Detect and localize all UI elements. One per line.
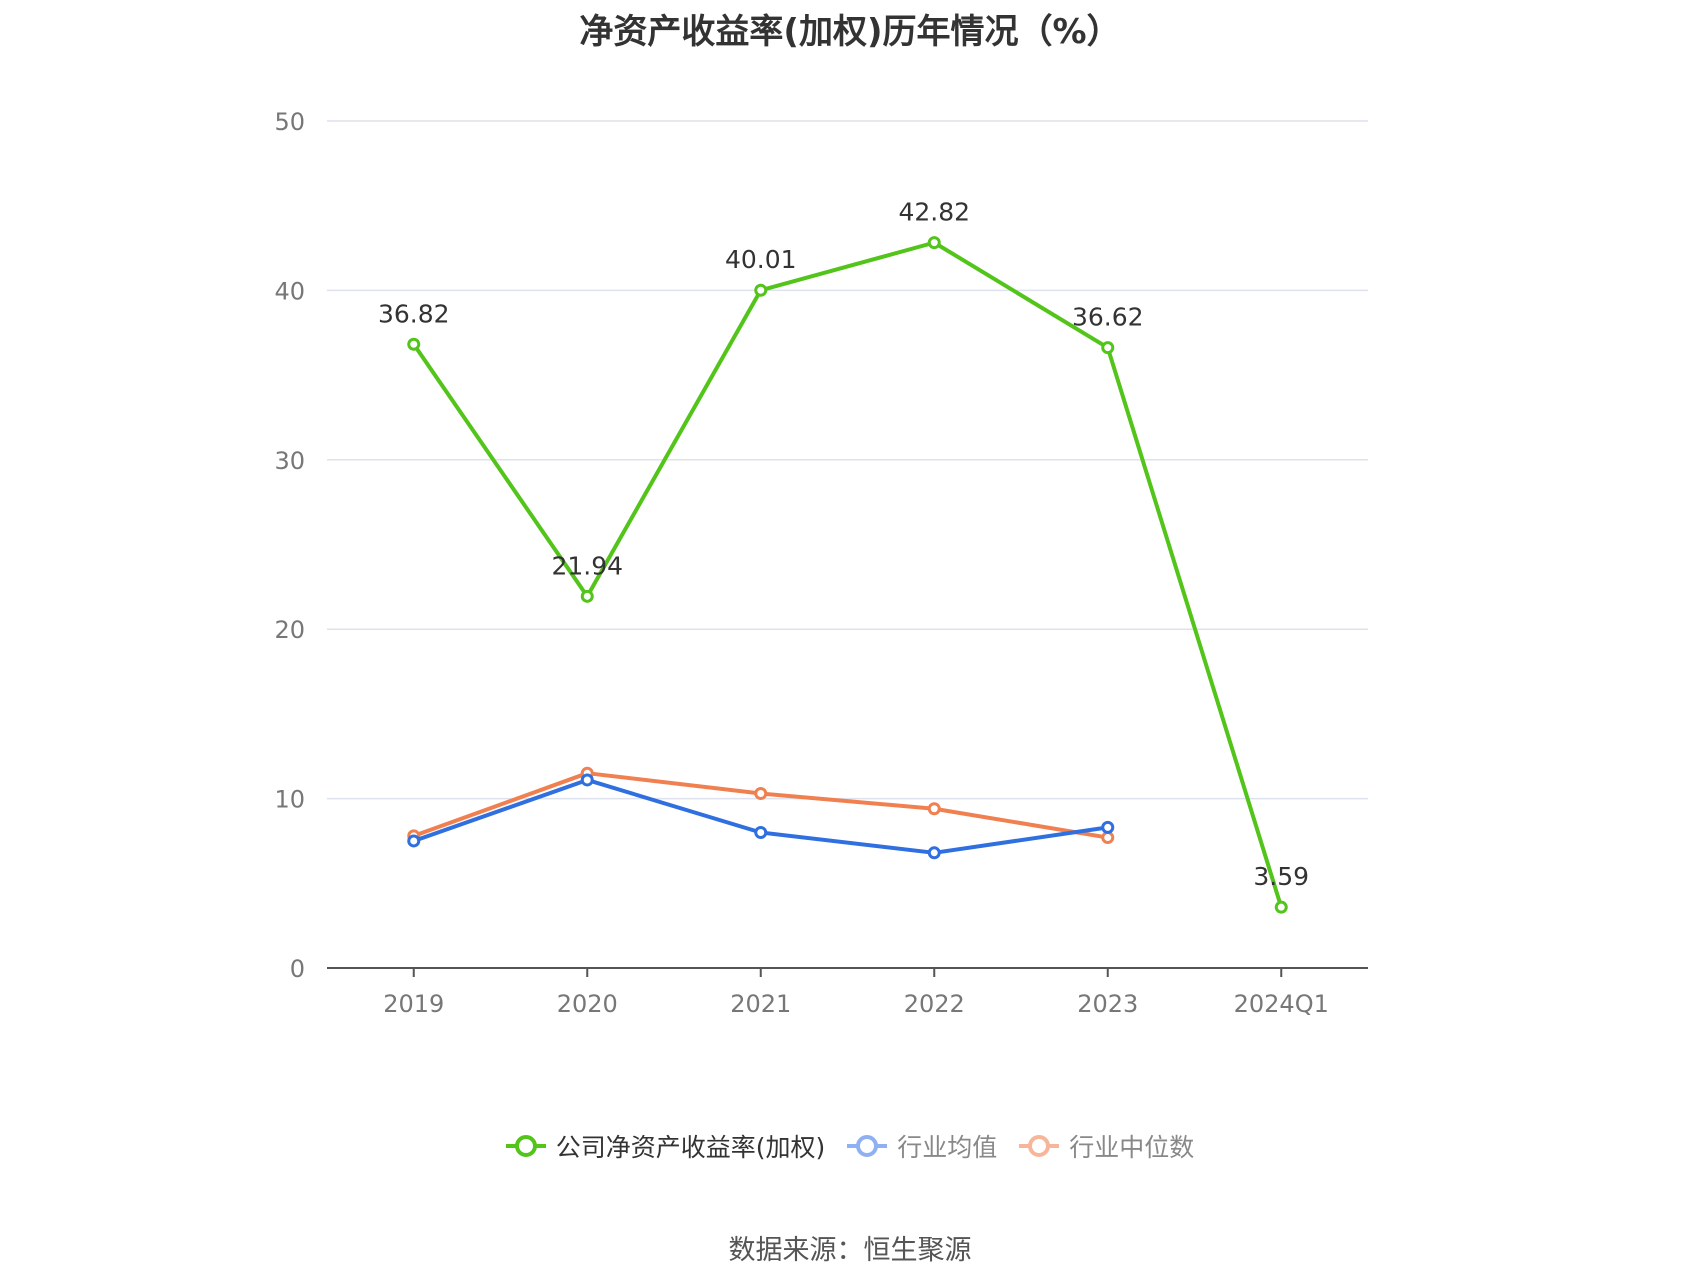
legend-item-company[interactable]: 公司净资产收益率(加权): [505, 1128, 826, 1164]
data-point[interactable]: [1101, 341, 1115, 355]
data-point[interactable]: [580, 773, 594, 787]
x-tick-label: 2023: [1077, 990, 1138, 1018]
y-tick-label: 40: [274, 277, 305, 305]
x-tick-label: 2022: [904, 990, 965, 1018]
y-tick-label: 20: [274, 616, 305, 644]
data-label: 40.01: [725, 245, 797, 274]
legend-item-industry-mean[interactable]: 行业均值: [847, 1128, 997, 1164]
legend: 公司净资产收益率(加权) 行业均值 行业中位数: [0, 1128, 1700, 1164]
legend-label: 行业中位数: [1069, 1133, 1195, 1162]
legend-marker-icon: [505, 1135, 546, 1157]
x-tick-label: 2019: [383, 990, 444, 1018]
data-point[interactable]: [407, 337, 421, 351]
y-tick-label: 10: [274, 786, 305, 814]
y-tick-label: 30: [274, 447, 305, 475]
data-point[interactable]: [754, 825, 768, 839]
data-label: 42.82: [898, 198, 970, 227]
legend-marker-icon: [847, 1135, 888, 1157]
data-point[interactable]: [754, 787, 768, 801]
grid-lines: [327, 120, 1368, 800]
data-point[interactable]: [927, 236, 941, 250]
y-tick-label: 50: [274, 108, 305, 136]
data-point[interactable]: [407, 834, 421, 848]
data-label: 36.82: [378, 299, 450, 328]
data-point[interactable]: [1101, 820, 1115, 834]
data-label: 3.59: [1253, 862, 1309, 891]
data-point[interactable]: [927, 802, 941, 816]
x-tick-label: 2021: [730, 990, 791, 1018]
series-lines: [407, 236, 1288, 914]
data-label: 21.94: [551, 551, 623, 580]
legend-item-industry-median[interactable]: 行业中位数: [1019, 1128, 1194, 1164]
x-tick-label: 2020: [557, 990, 618, 1018]
data-labels: 36.82 21.94 40.01 42.82 36.62 3.59: [378, 198, 1309, 892]
legend-label: 公司净资产收益率(加权): [555, 1133, 826, 1162]
data-source: 数据来源：恒生聚源: [728, 1235, 972, 1266]
axes: 0 10 20 30 40 50 2019 2020 2021 2022 2023 2024Q1: [274, 108, 1368, 1018]
legend-marker-icon: [1019, 1135, 1060, 1157]
data-point[interactable]: [580, 589, 594, 603]
series-line-0: [412, 240, 1284, 908]
data-point[interactable]: [754, 283, 768, 297]
data-point[interactable]: [927, 846, 941, 860]
legend-label: 行业均值: [897, 1133, 998, 1162]
data-point[interactable]: [1274, 900, 1288, 914]
chart-title: 净资产收益率(加权)历年情况（%）: [579, 12, 1121, 52]
data-point[interactable]: [1101, 831, 1115, 845]
y-tick-label: 0: [290, 955, 305, 983]
data-label: 36.62: [1072, 303, 1144, 332]
x-tick-label: 2024Q1: [1234, 990, 1329, 1018]
